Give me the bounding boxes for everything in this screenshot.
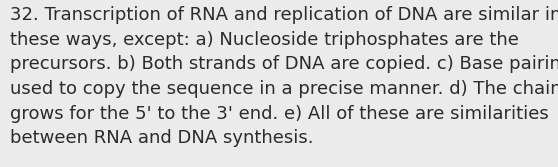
Text: 32. Transcription of RNA and replication of DNA are similar in all
these ways, e: 32. Transcription of RNA and replication… (10, 6, 558, 147)
